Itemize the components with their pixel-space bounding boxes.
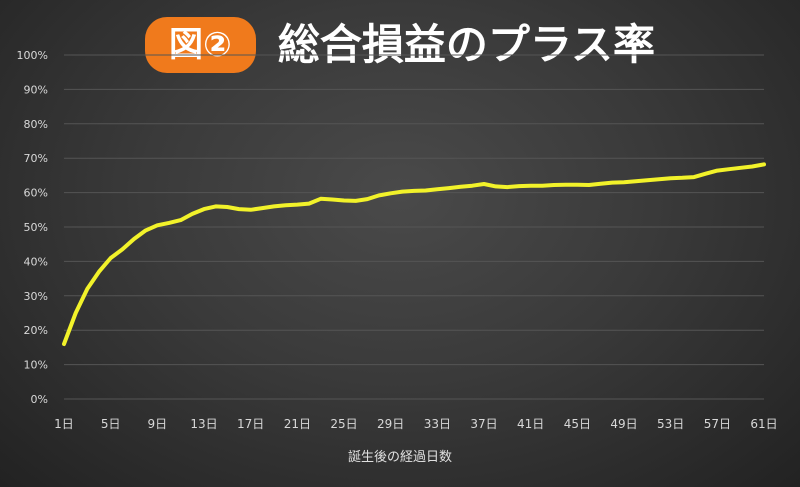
y-tick-label: 40% [24, 255, 48, 268]
y-tick-label: 70% [24, 152, 48, 165]
x-tick-label: 41日 [517, 417, 544, 431]
y-tick-label: 30% [24, 290, 48, 303]
x-tick-label: 9日 [148, 417, 168, 431]
y-tick-label: 10% [24, 359, 48, 372]
x-tick-label: 21日 [284, 417, 311, 431]
y-tick-label: 60% [24, 187, 48, 200]
y-tick-label: 100% [17, 49, 48, 62]
x-tick-label: 13日 [190, 417, 217, 431]
x-tick-label: 5日 [101, 417, 121, 431]
chart-title: 総合損益のプラス率 [277, 20, 655, 69]
y-tick-label: 20% [24, 324, 48, 337]
figure-badge: 図② [145, 17, 256, 73]
x-tick-label: 45日 [564, 417, 591, 431]
x-tick-label: 37日 [470, 417, 497, 431]
x-tick-label: 61日 [750, 417, 777, 431]
x-tick-label: 49日 [610, 417, 637, 431]
y-tick-label: 0% [31, 393, 48, 406]
x-tick-label: 25日 [330, 417, 357, 431]
series-line [62, 162, 766, 346]
x-tick-label: 17日 [237, 417, 264, 431]
x-tick-label: 33日 [424, 417, 451, 431]
y-tick-label: 80% [24, 118, 48, 131]
y-tick-label: 90% [24, 83, 48, 96]
x-tick-label: 53日 [657, 417, 684, 431]
x-tick-label: 57日 [704, 417, 731, 431]
x-axis-label: 誕生後の経過日数 [347, 450, 452, 465]
y-tick-label: 50% [24, 221, 48, 234]
x-tick-label: 1日 [54, 417, 74, 431]
chart-header: 図② 総合損益のプラス率 [0, 6, 800, 84]
x-tick-label: 29日 [377, 417, 404, 431]
